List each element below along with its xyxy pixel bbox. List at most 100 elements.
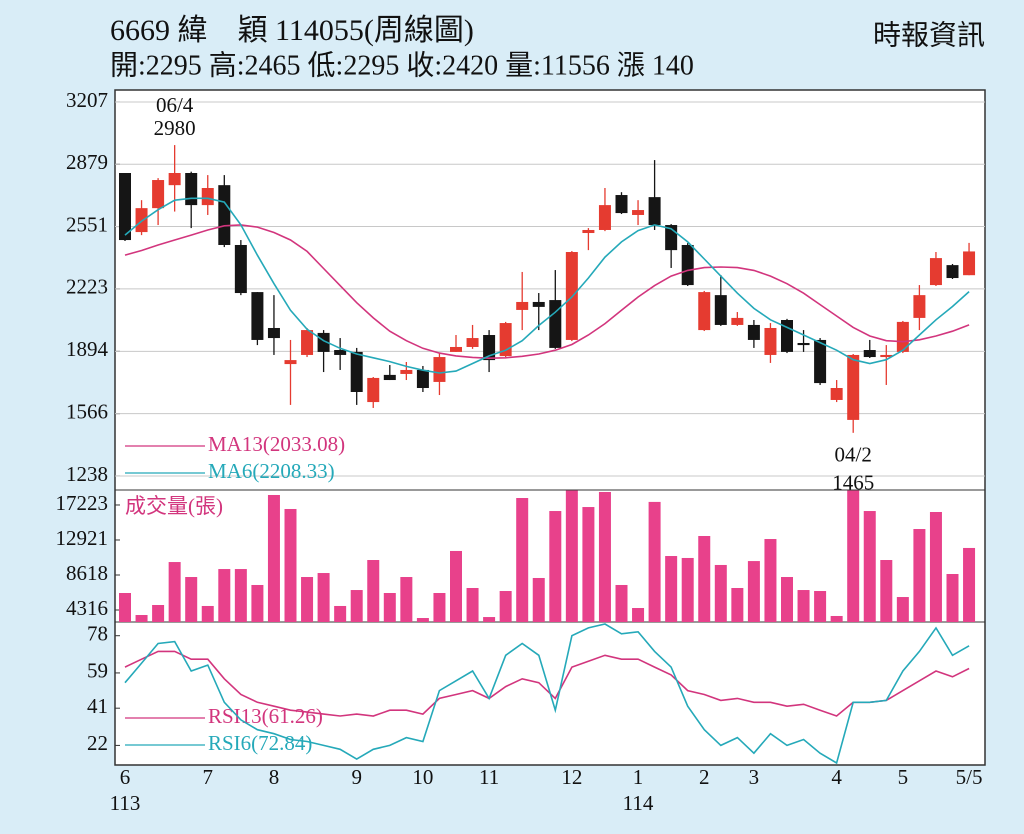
- candle-body: [681, 244, 694, 286]
- y-tick-label: 1566: [66, 399, 108, 423]
- chart-title: 6669 緯 穎 114055(周線圖): [110, 14, 474, 47]
- volume-bar: [185, 577, 198, 622]
- candle-body: [383, 374, 396, 381]
- volume-bar: [929, 512, 942, 622]
- chart-subtitle: 開:2295 高:2465 低:2295 收:2420 量:11556 漲 14…: [110, 49, 694, 81]
- volume-bar: [301, 577, 314, 622]
- volume-bar: [847, 490, 860, 622]
- y-tick-label: 41: [87, 694, 108, 718]
- volume-bar: [267, 494, 280, 622]
- candle-body: [450, 346, 462, 352]
- x-tick-label: 2: [699, 765, 710, 789]
- candle-body: [963, 251, 976, 276]
- candle-body: [598, 205, 611, 230]
- volume-bar: [698, 536, 711, 622]
- candle-body: [301, 330, 314, 355]
- volume-bar: [466, 587, 479, 622]
- y-tick-label: 78: [87, 622, 108, 646]
- x-tick-label: 8: [269, 765, 280, 789]
- candle-body: [483, 335, 496, 361]
- volume-bar: [168, 562, 181, 622]
- volume-bar: [681, 557, 694, 622]
- candle-body: [433, 357, 446, 382]
- candle-body: [698, 292, 711, 331]
- candle-body: [416, 369, 429, 389]
- y-tick-label: 2879: [66, 150, 108, 174]
- volume-bar: [814, 591, 827, 622]
- volume-bar: [433, 593, 446, 622]
- volume-bar: [830, 615, 843, 622]
- volume-bar: [152, 605, 165, 622]
- candle-body: [350, 351, 363, 392]
- volume-bar: [863, 511, 876, 622]
- x-tick-label: 10: [412, 765, 433, 789]
- plot-area: [114, 89, 986, 766]
- volume-bar: [284, 508, 297, 622]
- y-tick-label: 4316: [66, 596, 108, 620]
- volume-bar: [913, 529, 926, 622]
- volume-bar: [234, 569, 247, 622]
- volume-bar: [549, 511, 562, 622]
- volume-bar: [632, 608, 645, 622]
- x-sublabel: 114: [623, 791, 654, 815]
- annotation-date: 04/2: [835, 443, 872, 467]
- candle-body: [896, 321, 909, 352]
- y-tick-label: 3207: [66, 88, 108, 112]
- volume-bar: [747, 561, 760, 622]
- volume-bar: [963, 547, 976, 622]
- volume-bar: [450, 550, 462, 622]
- series-line: [124, 197, 970, 374]
- volume-bar: [516, 498, 529, 622]
- candle-body: [234, 244, 247, 294]
- y-tick-label: 17223: [56, 491, 109, 515]
- candle-body: [284, 360, 297, 365]
- candle-body: [714, 295, 727, 325]
- candle-body: [334, 350, 347, 355]
- y-tick-label: 1238: [66, 462, 108, 486]
- candle-body: [400, 369, 413, 374]
- candle-body: [632, 210, 645, 215]
- candle-body: [847, 354, 860, 420]
- volume-bar: [565, 490, 578, 622]
- candle-body: [168, 173, 181, 186]
- volume-bar: [483, 617, 496, 622]
- y-tick-label: 59: [87, 659, 108, 683]
- volume-bar: [218, 569, 231, 622]
- volume-bar: [648, 501, 661, 622]
- candle-body: [615, 195, 628, 214]
- candle-body: [830, 388, 843, 400]
- x-tick-label: 12: [561, 765, 582, 789]
- volume-bar: [598, 491, 611, 622]
- volume-bar: [317, 573, 330, 622]
- candle-body: [582, 229, 595, 234]
- candle-body: [152, 180, 165, 209]
- candle-body: [880, 354, 893, 358]
- volume-bar: [499, 591, 512, 622]
- legend-label: MA13(2033.08): [208, 432, 345, 456]
- candle-body: [648, 197, 661, 226]
- series-line: [124, 224, 970, 360]
- x-tick-label: 5/5: [956, 765, 983, 789]
- candle-body: [516, 301, 529, 310]
- volume-bar: [350, 590, 363, 622]
- volume-bar: [201, 605, 214, 622]
- volume-bar: [781, 577, 793, 622]
- series-line: [124, 623, 970, 765]
- x-tick-label: 9: [351, 765, 362, 789]
- volume-bar: [582, 507, 595, 622]
- candle-body: [797, 342, 810, 346]
- legend-label: MA6(2208.33): [208, 459, 335, 483]
- candle-body: [267, 327, 280, 339]
- volume-title: 成交量(張): [125, 494, 223, 518]
- candle-body: [367, 377, 380, 403]
- candle-body: [201, 188, 214, 206]
- annotation-value: 2980: [154, 116, 196, 140]
- volume-bar: [334, 605, 347, 622]
- candle-body: [119, 173, 131, 241]
- source: 時報資訊: [873, 19, 985, 51]
- x-tick-label: 4: [831, 765, 842, 789]
- x-tick-label: 1: [633, 765, 644, 789]
- candle-body: [466, 338, 479, 347]
- y-tick-label: 1894: [66, 337, 109, 361]
- candle-body: [814, 339, 827, 384]
